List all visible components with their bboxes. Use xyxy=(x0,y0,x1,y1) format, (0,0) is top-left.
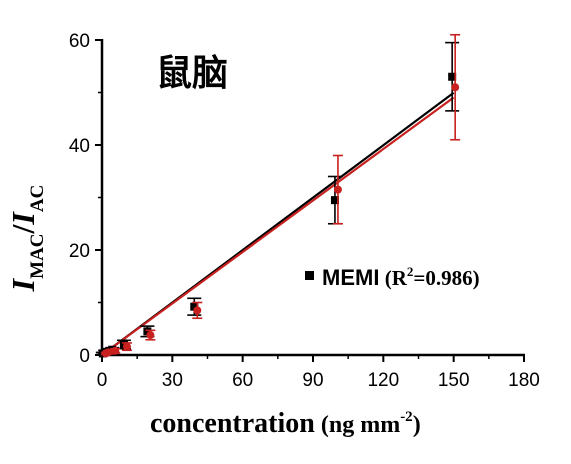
data-point-circle xyxy=(122,342,131,351)
data-point-square xyxy=(143,327,152,336)
y-tick-label: 60 xyxy=(69,31,90,52)
x-tick-label: 150 xyxy=(438,370,470,391)
legend-r2-suffix: =0.986) xyxy=(413,266,479,290)
y-axis-label-sub1: MAC xyxy=(27,233,48,278)
y-axis-label-main2: I xyxy=(5,211,41,226)
x-axis-units-prefix: (ng mm xyxy=(315,412,400,438)
data-point-square xyxy=(448,72,457,81)
y-axis-label-main1: I xyxy=(5,277,41,292)
x-tick-label: 90 xyxy=(302,370,323,391)
data-point-square xyxy=(190,302,199,311)
y-axis-label-slash: / xyxy=(5,223,41,234)
x-axis-label: concentration (ng mm-2) xyxy=(150,408,421,439)
y-tick-label: 40 xyxy=(69,136,90,157)
legend-series-name: MEMI xyxy=(322,265,379,290)
x-tick-label: 30 xyxy=(162,370,183,391)
y-axis-label: IMAC/IAC xyxy=(5,185,48,293)
legend-label: MEMI (R2=0.986) xyxy=(322,264,480,290)
chart-title: 鼠脑 xyxy=(156,52,228,93)
legend-marker xyxy=(305,271,314,280)
y-tick-label: 20 xyxy=(69,241,90,262)
data-point-circle xyxy=(333,185,342,194)
data-point-circle xyxy=(111,346,120,355)
x-axis-units-suffix: ) xyxy=(413,412,421,438)
x-tick-label: 120 xyxy=(367,370,399,391)
data-point-circle xyxy=(193,306,202,315)
x-tick-label: 0 xyxy=(97,370,108,391)
legend-r2-prefix: (R xyxy=(379,266,407,290)
data-point-circle xyxy=(146,331,155,340)
data-point-circle xyxy=(104,348,113,357)
y-tick-label: 0 xyxy=(79,346,90,367)
y-axis-label-sub2: AC xyxy=(27,185,48,212)
data-point-square xyxy=(330,196,339,205)
x-axis-label-text: concentration xyxy=(150,408,315,439)
fit-line-1 xyxy=(101,96,455,356)
x-axis-units-exp: -2 xyxy=(400,409,413,425)
x-tick-label: 180 xyxy=(508,370,540,391)
x-tick-label: 60 xyxy=(232,370,253,391)
legend-r2-exp: 2 xyxy=(407,264,414,279)
data-point-circle xyxy=(451,83,460,92)
